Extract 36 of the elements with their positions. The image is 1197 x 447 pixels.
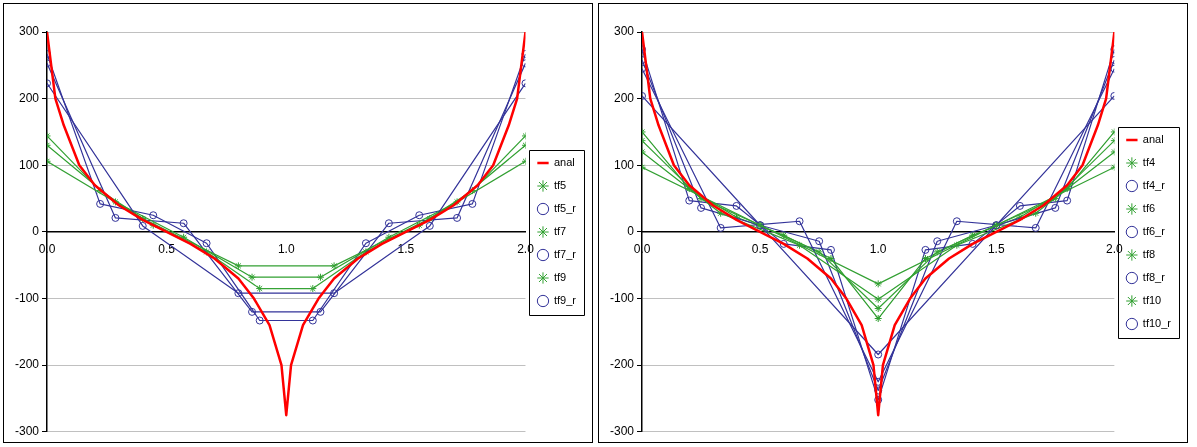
x-tick-label: 1.5 [987,242,1005,257]
y-tick-label: 0 [627,224,635,239]
y-tick-label: -300 [14,424,40,439]
y-tick-label: -200 [609,357,635,372]
legend-label: tf10 [1142,294,1162,307]
legend-label: tf8_r [1142,271,1166,284]
y-tick-label: 100 [18,157,40,172]
legend-label: anal [553,156,575,169]
y-tick-label: -300 [609,424,635,439]
legend-label: tf4_r [1142,179,1166,192]
y-tick-label: -100 [609,290,635,305]
legend-label: anal [1142,133,1164,146]
y-tick-label: 0 [32,224,40,239]
y-tick-label: -100 [14,290,40,305]
legend-label: tf5 [553,179,567,192]
x-tick-label: 0.5 [751,242,769,257]
y-tick-label: -200 [14,357,40,372]
x-tick-label: 0.5 [158,242,176,257]
x-tick-label: 1.5 [397,242,415,257]
legend-label: tf10_r [1142,317,1172,330]
legend-label: tf6 [1142,202,1156,215]
y-tick-label: 200 [18,90,40,105]
y-tick-label: 100 [613,157,635,172]
legend-label: tf9_r [553,294,577,307]
y-tick-label: 300 [613,24,635,39]
legend-label: tf8 [1142,248,1156,261]
legend-label: tf9 [553,271,567,284]
legend-label: tf7 [553,225,567,238]
y-tick-label: 200 [613,90,635,105]
legend-label: tf5_r [553,202,577,215]
x-tick-label: 1.0 [869,242,887,257]
legend-label: tf4 [1142,156,1156,169]
y-tick-label: 300 [18,24,40,39]
x-tick-label: 1.0 [277,242,295,257]
legend-label: tf6_r [1142,225,1166,238]
legend-label: tf7_r [553,248,577,261]
